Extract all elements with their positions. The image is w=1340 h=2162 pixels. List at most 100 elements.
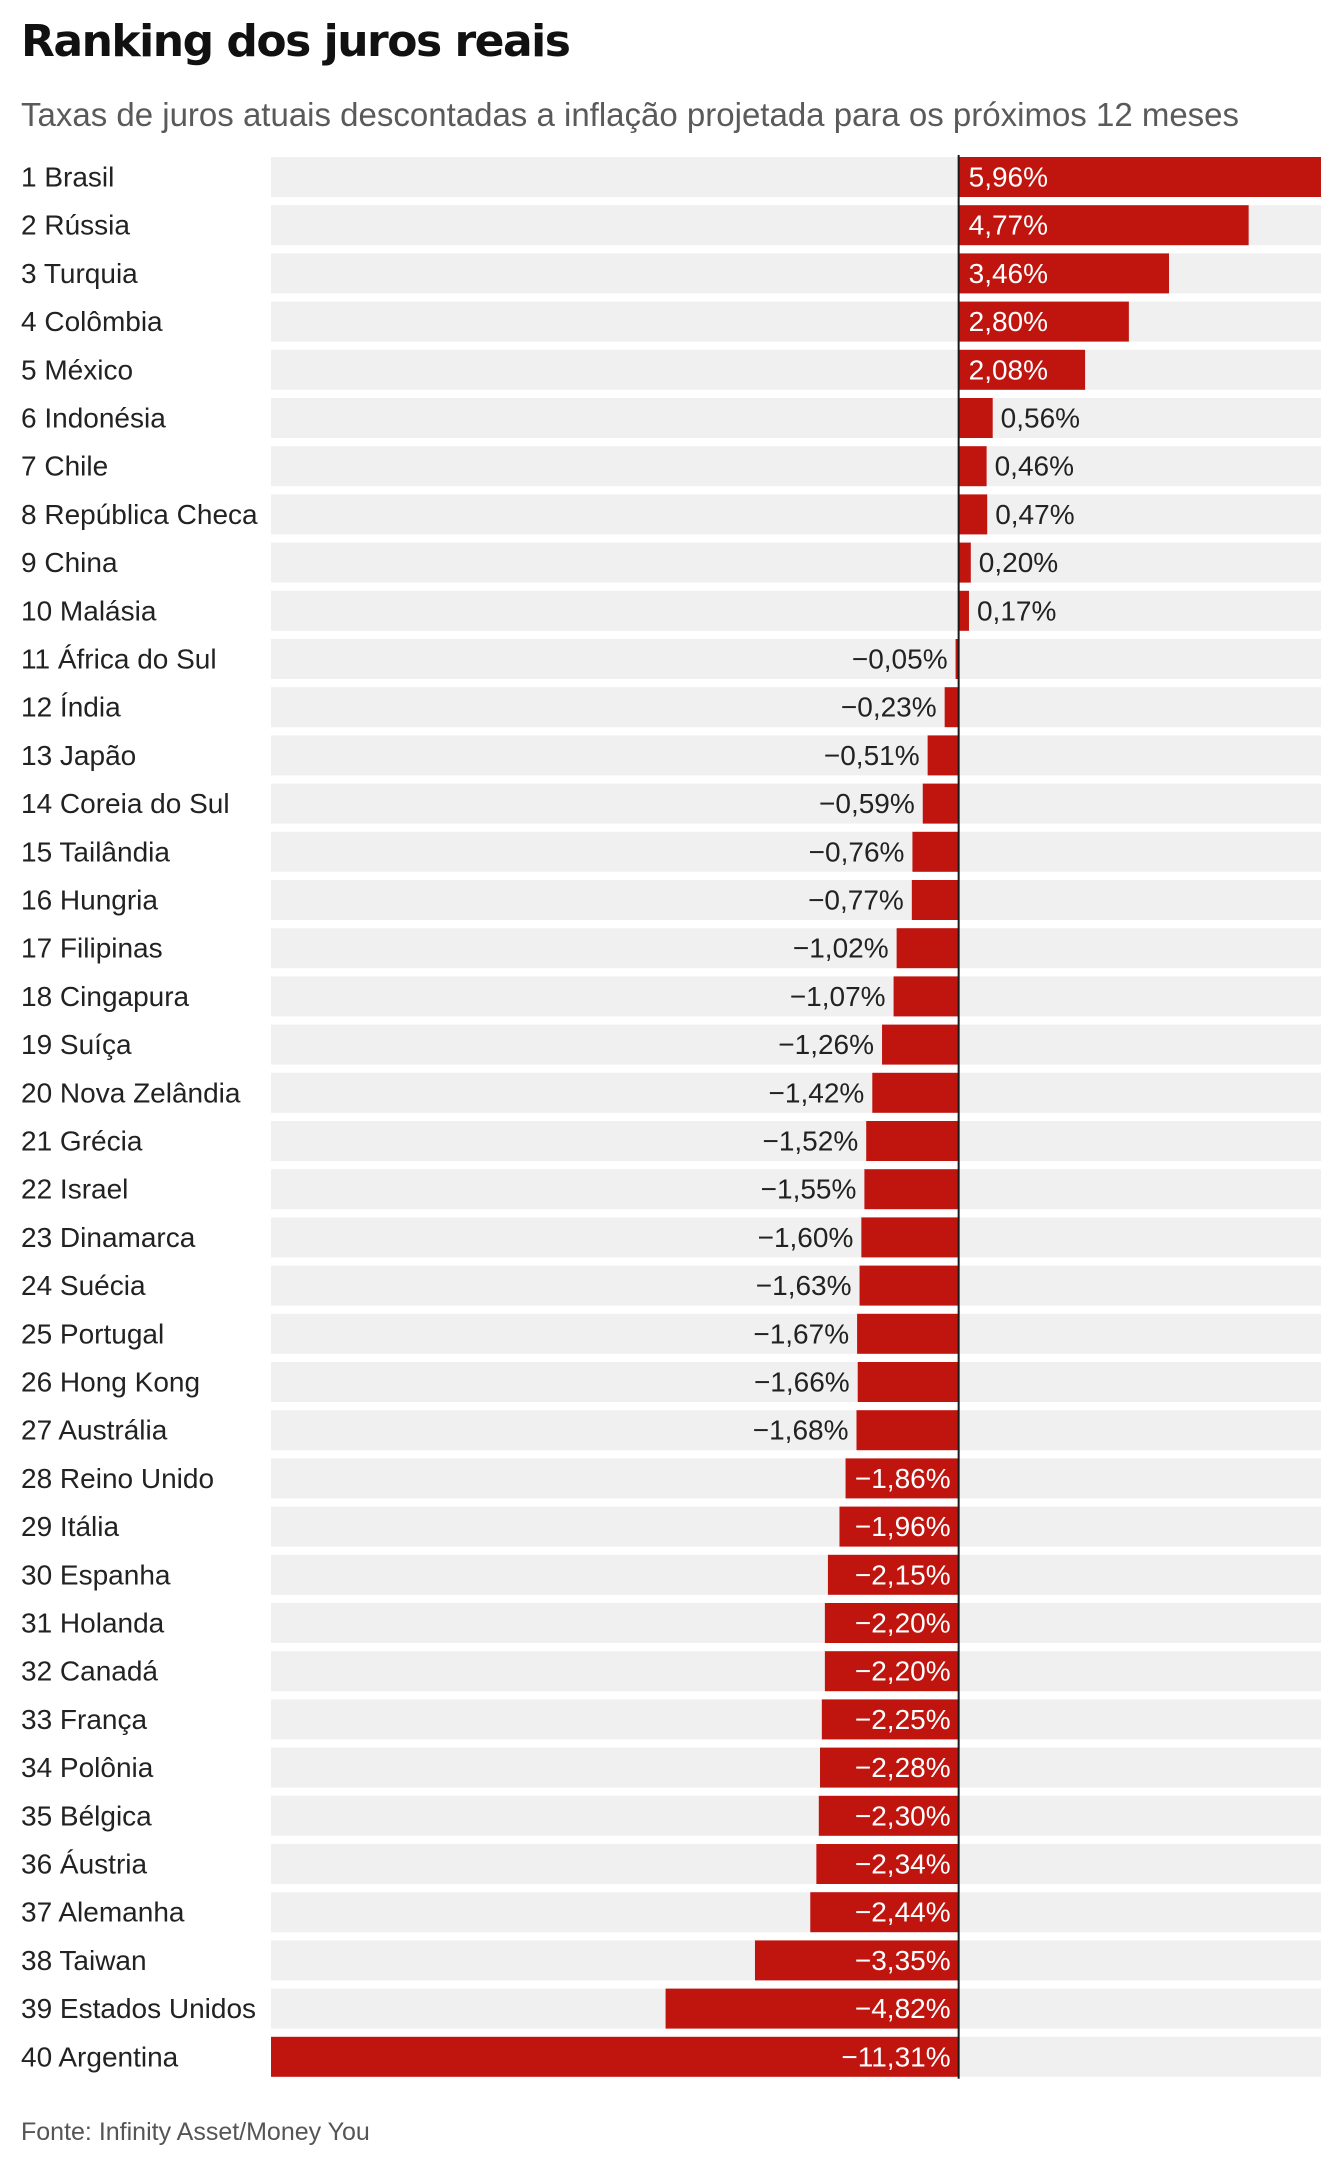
bar	[958, 301, 1129, 342]
category-label: 20 Nova Zelândia	[21, 1077, 241, 1108]
bar	[839, 1506, 959, 1547]
data-label: 0,56%	[1001, 403, 1080, 434]
bar	[665, 1988, 959, 2029]
category-label: 7 Chile	[21, 451, 108, 482]
data-label: −0,05%	[852, 644, 948, 675]
row-background	[271, 1603, 1321, 1643]
bar	[958, 494, 988, 535]
category-label: 12 Índia	[21, 692, 121, 723]
data-label: −3,35%	[855, 1945, 951, 1976]
category-label: 5 México	[21, 354, 133, 385]
data-label: 5,96%	[969, 162, 1048, 193]
row-background	[271, 1072, 1321, 1113]
category-label: 9 China	[21, 547, 118, 578]
data-label: −1,86%	[855, 1463, 951, 1494]
data-label: −1,52%	[762, 1126, 858, 1157]
data-label: 0,47%	[995, 499, 1074, 530]
data-label: −2,44%	[855, 1897, 951, 1928]
chart-subtitle: Taxas de juros atuais descontadas a infl…	[21, 96, 1240, 133]
bar	[922, 783, 959, 824]
category-label: 34 Polônia	[21, 1752, 154, 1783]
category-label: 28 Reino Unido	[21, 1463, 214, 1494]
data-label: 4,77%	[969, 210, 1048, 241]
row-background	[271, 1313, 1321, 1354]
bar	[859, 1265, 959, 1306]
bar	[872, 1072, 959, 1113]
category-label: 1 Brasil	[21, 162, 114, 193]
category-label: 4 Colômbia	[21, 306, 163, 337]
bar	[958, 349, 1086, 390]
row-background	[271, 831, 1321, 872]
data-label: 0,46%	[995, 451, 1074, 482]
data-label: −0,51%	[824, 740, 920, 771]
data-label: 3,46%	[969, 258, 1048, 289]
category-label: 13 Japão	[21, 740, 136, 771]
bar	[958, 446, 987, 487]
category-label: 32 Canadá	[21, 1656, 158, 1687]
bar	[958, 398, 993, 438]
bar	[845, 1458, 959, 1499]
category-label: 25 Portugal	[21, 1318, 164, 1349]
data-label: −1,63%	[756, 1270, 852, 1301]
category-label: 35 Bélgica	[21, 1800, 152, 1831]
data-label: −1,02%	[793, 933, 889, 964]
data-label: −2,25%	[855, 1704, 951, 1735]
data-label: −2,30%	[855, 1800, 951, 1831]
bar	[816, 1844, 959, 1884]
row-background	[271, 687, 1321, 728]
row-background	[271, 301, 1321, 342]
category-label: 15 Tailândia	[21, 836, 170, 867]
bar	[821, 1699, 959, 1740]
row-background	[271, 1410, 1321, 1451]
bar	[958, 253, 1170, 294]
data-label: 0,17%	[977, 595, 1056, 626]
row-background	[271, 783, 1321, 824]
data-label: −1,66%	[754, 1367, 850, 1398]
row-background	[271, 398, 1321, 438]
bar	[944, 687, 959, 728]
row-background	[271, 1554, 1321, 1595]
bar	[861, 1217, 959, 1258]
bar-chart: 1 Brasil 5,96% 2 Rússia 4,77% 3 Turquia 3,46%…	[21, 155, 1321, 2079]
data-label: −0,77%	[808, 885, 904, 916]
category-label: 17 Filipinas	[21, 933, 163, 964]
source-note: Fonte: Infinity Asset/Money You	[21, 2118, 370, 2146]
row-background	[271, 928, 1321, 969]
bar	[893, 976, 959, 1017]
data-label: −1,60%	[758, 1222, 854, 1253]
category-label: 38 Taiwan	[21, 1945, 147, 1976]
row-background	[271, 1651, 1321, 1692]
row-background	[271, 1458, 1321, 1499]
bar	[827, 1554, 959, 1595]
category-label: 36 Áustria	[21, 1849, 147, 1880]
row-background	[271, 1506, 1321, 1547]
bar	[857, 1313, 959, 1354]
category-label: 29 Itália	[21, 1511, 119, 1542]
category-label: 14 Coreia do Sul	[21, 788, 230, 819]
bar	[824, 1651, 959, 1692]
category-label: 11 África do Sul	[21, 644, 217, 675]
data-label: −0,23%	[841, 692, 937, 723]
row-background	[271, 1795, 1321, 1836]
data-label: −2,28%	[855, 1752, 951, 1783]
data-label: −1,68%	[753, 1415, 849, 1446]
row-background	[271, 446, 1321, 487]
bar	[856, 1410, 959, 1451]
category-label: 2 Rússia	[21, 210, 130, 241]
row-background	[271, 1121, 1321, 1161]
data-label: −0,76%	[809, 836, 905, 867]
category-label: 37 Alemanha	[21, 1897, 185, 1928]
bar	[958, 590, 969, 631]
data-label: −1,42%	[769, 1077, 865, 1108]
bar	[824, 1603, 959, 1643]
bar	[271, 2036, 959, 2077]
data-label: −1,55%	[761, 1174, 857, 1205]
category-label: 10 Malásia	[21, 595, 157, 626]
bar	[818, 1795, 959, 1836]
row-background	[271, 1892, 1321, 1933]
category-label: 26 Hong Kong	[21, 1367, 200, 1398]
data-label: −1,67%	[753, 1318, 849, 1349]
row-background	[271, 1699, 1321, 1740]
row-background	[271, 1844, 1321, 1884]
category-label: 23 Dinamarca	[21, 1222, 196, 1253]
